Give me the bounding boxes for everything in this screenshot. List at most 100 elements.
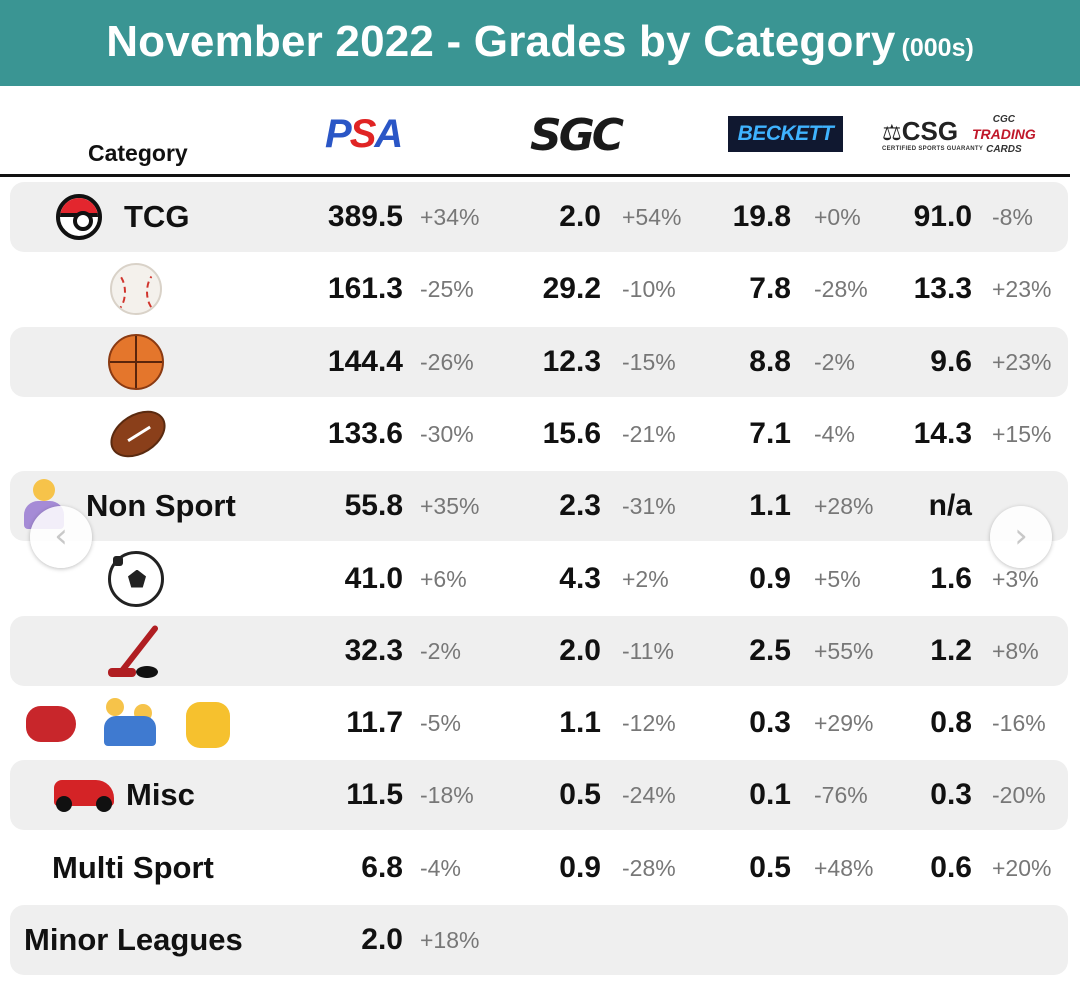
sgc-value: 12.3: [542, 344, 601, 378]
psa-value: 11.7: [346, 706, 403, 740]
carousel-prev-button[interactable]: ‹: [30, 506, 92, 568]
psa-value: 41.0: [344, 561, 403, 595]
category-label: TCG: [124, 199, 190, 234]
sgc-value: 0.5: [559, 778, 601, 812]
csg-value: 0.3: [930, 778, 972, 812]
table-row: Multi Sport 6.8 -4% 0.9 -28% 0.5 +48% 0.6 +20%: [10, 833, 1068, 903]
csg-change: +8%: [992, 637, 1039, 664]
table-row: 133.6 -30% 15.6 -21% 7.1 -4% 14.3 +15%: [10, 399, 1068, 469]
beckett-change: +48%: [814, 854, 874, 881]
category-label: Multi Sport: [52, 849, 214, 885]
table-row: Minor Leagues 2.0 +18%: [10, 905, 1068, 975]
psa-change: +18%: [420, 927, 480, 953]
beckett-value: 2.5: [749, 633, 791, 667]
beckett-value: 7.1: [749, 416, 791, 450]
psa-value: 389.5: [327, 200, 403, 233]
sgc-value: 2.3: [559, 489, 601, 523]
table-row: 144.4 -26% 12.3 -15% 8.8 -2% 9.6 +23%: [10, 326, 1068, 397]
psa-value: 161.3: [327, 272, 403, 306]
beckett-change: -2%: [814, 348, 855, 375]
psa-change: +35%: [420, 493, 480, 520]
header-rule: [0, 174, 1070, 177]
beckett-value: 1.1: [749, 489, 791, 523]
sgc-change: -21%: [622, 420, 676, 447]
table-row: Misc 11.5 -18% 0.5 -24% 0.1 -76% 0.3 -20%: [10, 760, 1068, 831]
csg-value: 0.8: [930, 706, 972, 740]
beckett-value: 8.8: [749, 344, 791, 378]
beckett-change: -76%: [814, 782, 868, 809]
sgc-value: 15.6: [542, 416, 601, 450]
table-row: 11.7 -5% 1.1 -12% 0.3 +29% 0.8 -16%: [10, 688, 1068, 758]
csg-value: 91.0: [913, 200, 972, 233]
category-label: Non Sport: [86, 488, 236, 524]
category-label: Minor Leagues: [24, 922, 243, 957]
wrestlers-icon: [102, 698, 158, 748]
table-row: TCG 389.5 +34% 2.0 +54% 19.8 +0% 91.0 -8%: [10, 182, 1068, 252]
csg-change: +20%: [992, 854, 1052, 881]
table-row: 161.3 -25% 29.2 -10% 7.8 -28% 13.3 +23%: [10, 254, 1068, 324]
psa-value: 6.8: [361, 850, 403, 884]
table-row: 41.0 +6% 4.3 +2% 0.9 +5% 1.6 +3%: [10, 544, 1068, 614]
sgc-change: -15%: [622, 348, 676, 375]
csg-value: 14.3: [913, 416, 972, 450]
psa-change: -2%: [420, 637, 461, 664]
csg-change: +23%: [992, 348, 1052, 375]
sgc-change: +54%: [622, 204, 682, 230]
csg-value: 0.6: [930, 850, 972, 884]
sgc-value: 2.0: [559, 200, 601, 233]
psa-value: 11.5: [346, 778, 403, 812]
csg-change: -20%: [992, 782, 1046, 809]
beckett-change: -28%: [814, 276, 868, 303]
csg-tagline: CERTIFIED SPORTS GUARANTY: [882, 146, 984, 152]
beckett-change: +29%: [814, 710, 874, 737]
sgc-change: -11%: [622, 637, 674, 664]
category-label: Misc: [126, 777, 195, 813]
beckett-value: 0.9: [749, 561, 791, 595]
fist-icon: [186, 702, 230, 749]
psa-change: -5%: [420, 710, 461, 737]
csg-logo: ⚖CSG: [882, 116, 959, 146]
beckett-value: 0.1: [749, 778, 791, 812]
csg-value: 1.6: [930, 561, 972, 595]
psa-change: -4%: [420, 854, 461, 881]
beckett-value: 0.5: [749, 850, 791, 884]
psa-change: -30%: [420, 420, 474, 447]
csg-value: 1.2: [930, 633, 972, 667]
carousel-next-button[interactable]: ›: [990, 506, 1052, 568]
csg-change: +15%: [992, 420, 1052, 447]
csg-change: +3%: [992, 565, 1039, 592]
psa-change: -18%: [420, 782, 474, 809]
csg-change: -16%: [992, 710, 1046, 737]
beckett-value: 19.8: [732, 200, 791, 233]
chart-title: November 2022 - Grades by Category: [106, 17, 896, 66]
beckett-change: -4%: [814, 420, 855, 447]
beckett-change: +28%: [814, 493, 874, 520]
beckett-change: +55%: [814, 637, 874, 664]
psa-value: 133.6: [327, 416, 403, 450]
beckett-logo: BECKETT: [728, 116, 843, 152]
chart-unit: (000s): [901, 34, 974, 62]
psa-value: 32.3: [344, 633, 403, 667]
sgc-change: -31%: [622, 493, 676, 520]
psa-value: 55.8: [344, 489, 403, 523]
sgc-value: 29.2: [542, 272, 601, 306]
csg-change: +23%: [992, 276, 1052, 303]
beckett-value: 7.8: [749, 272, 791, 306]
csg-value: 9.6: [930, 344, 972, 378]
psa-change: -25%: [420, 276, 474, 303]
sgc-value: 0.9: [559, 850, 601, 884]
psa-change: +6%: [420, 565, 467, 592]
sgc-change: -12%: [622, 710, 676, 737]
cgc-trading-cards-logo: CGC TRADING CARDS: [972, 114, 1036, 155]
psa-logo: PSA: [325, 112, 403, 156]
csg-value: n/a: [928, 489, 972, 523]
sgc-logo: SGC: [530, 110, 624, 161]
sgc-value: 2.0: [559, 633, 601, 667]
scale-icon: ⚖: [882, 120, 902, 145]
psa-value: 144.4: [327, 344, 403, 378]
sgc-change: +2%: [622, 565, 669, 592]
beckett-value: 0.3: [749, 706, 791, 740]
sgc-change: -10%: [622, 276, 676, 303]
sgc-change: -24%: [622, 782, 676, 809]
csg-change: -8%: [992, 204, 1033, 230]
